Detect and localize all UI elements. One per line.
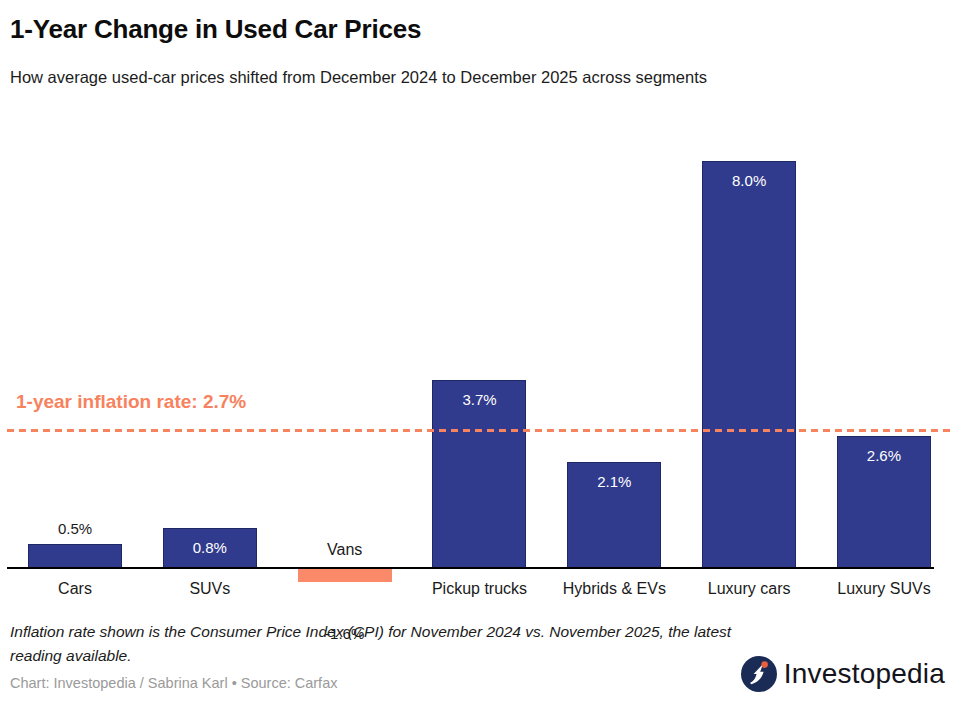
investopedia-logo-text: Investopedia: [784, 658, 945, 690]
x-axis-label: Luxury cars: [684, 580, 814, 598]
bar-value-label: 3.7%: [424, 391, 534, 408]
bar-pickup-trucks: [432, 380, 526, 569]
investopedia-logo: Investopedia: [740, 655, 945, 693]
x-axis-label: Luxury SUVs: [819, 580, 949, 598]
bar-value-label: 2.6%: [829, 447, 939, 464]
inflation-rate-label: 1-year inflation rate: 2.7%: [16, 391, 246, 413]
bar-value-label: 0.8%: [155, 539, 265, 556]
bar-cars: [28, 544, 122, 570]
bar-value-label: -1.6%: [290, 625, 400, 642]
investopedia-logo-icon: [740, 655, 778, 693]
chart-page: 1-Year Change in Used Car Prices How ave…: [0, 0, 959, 703]
x-axis-label: Hybrids & EVs: [549, 580, 679, 598]
bar-luxury-cars: [702, 161, 796, 569]
inflation-dashed-line: [7, 429, 952, 432]
x-axis-label: SUVs: [145, 580, 275, 598]
bar-vans: [298, 569, 392, 582]
credit-line: Chart: Investopedia / Sabrina Karl • Sou…: [10, 675, 337, 691]
bar-value-label: 0.5%: [20, 520, 130, 537]
x-axis-label: Cars: [10, 580, 140, 598]
x-axis-label: Vans: [280, 541, 410, 559]
bar-value-label: 8.0%: [694, 172, 804, 189]
x-axis-line: [7, 567, 934, 569]
x-axis-label: Pickup trucks: [414, 580, 544, 598]
bar-value-label: 2.1%: [559, 473, 669, 490]
bar-chart: 1-year inflation rate: 2.7% 0.5% Cars 0.8%…: [0, 0, 959, 703]
